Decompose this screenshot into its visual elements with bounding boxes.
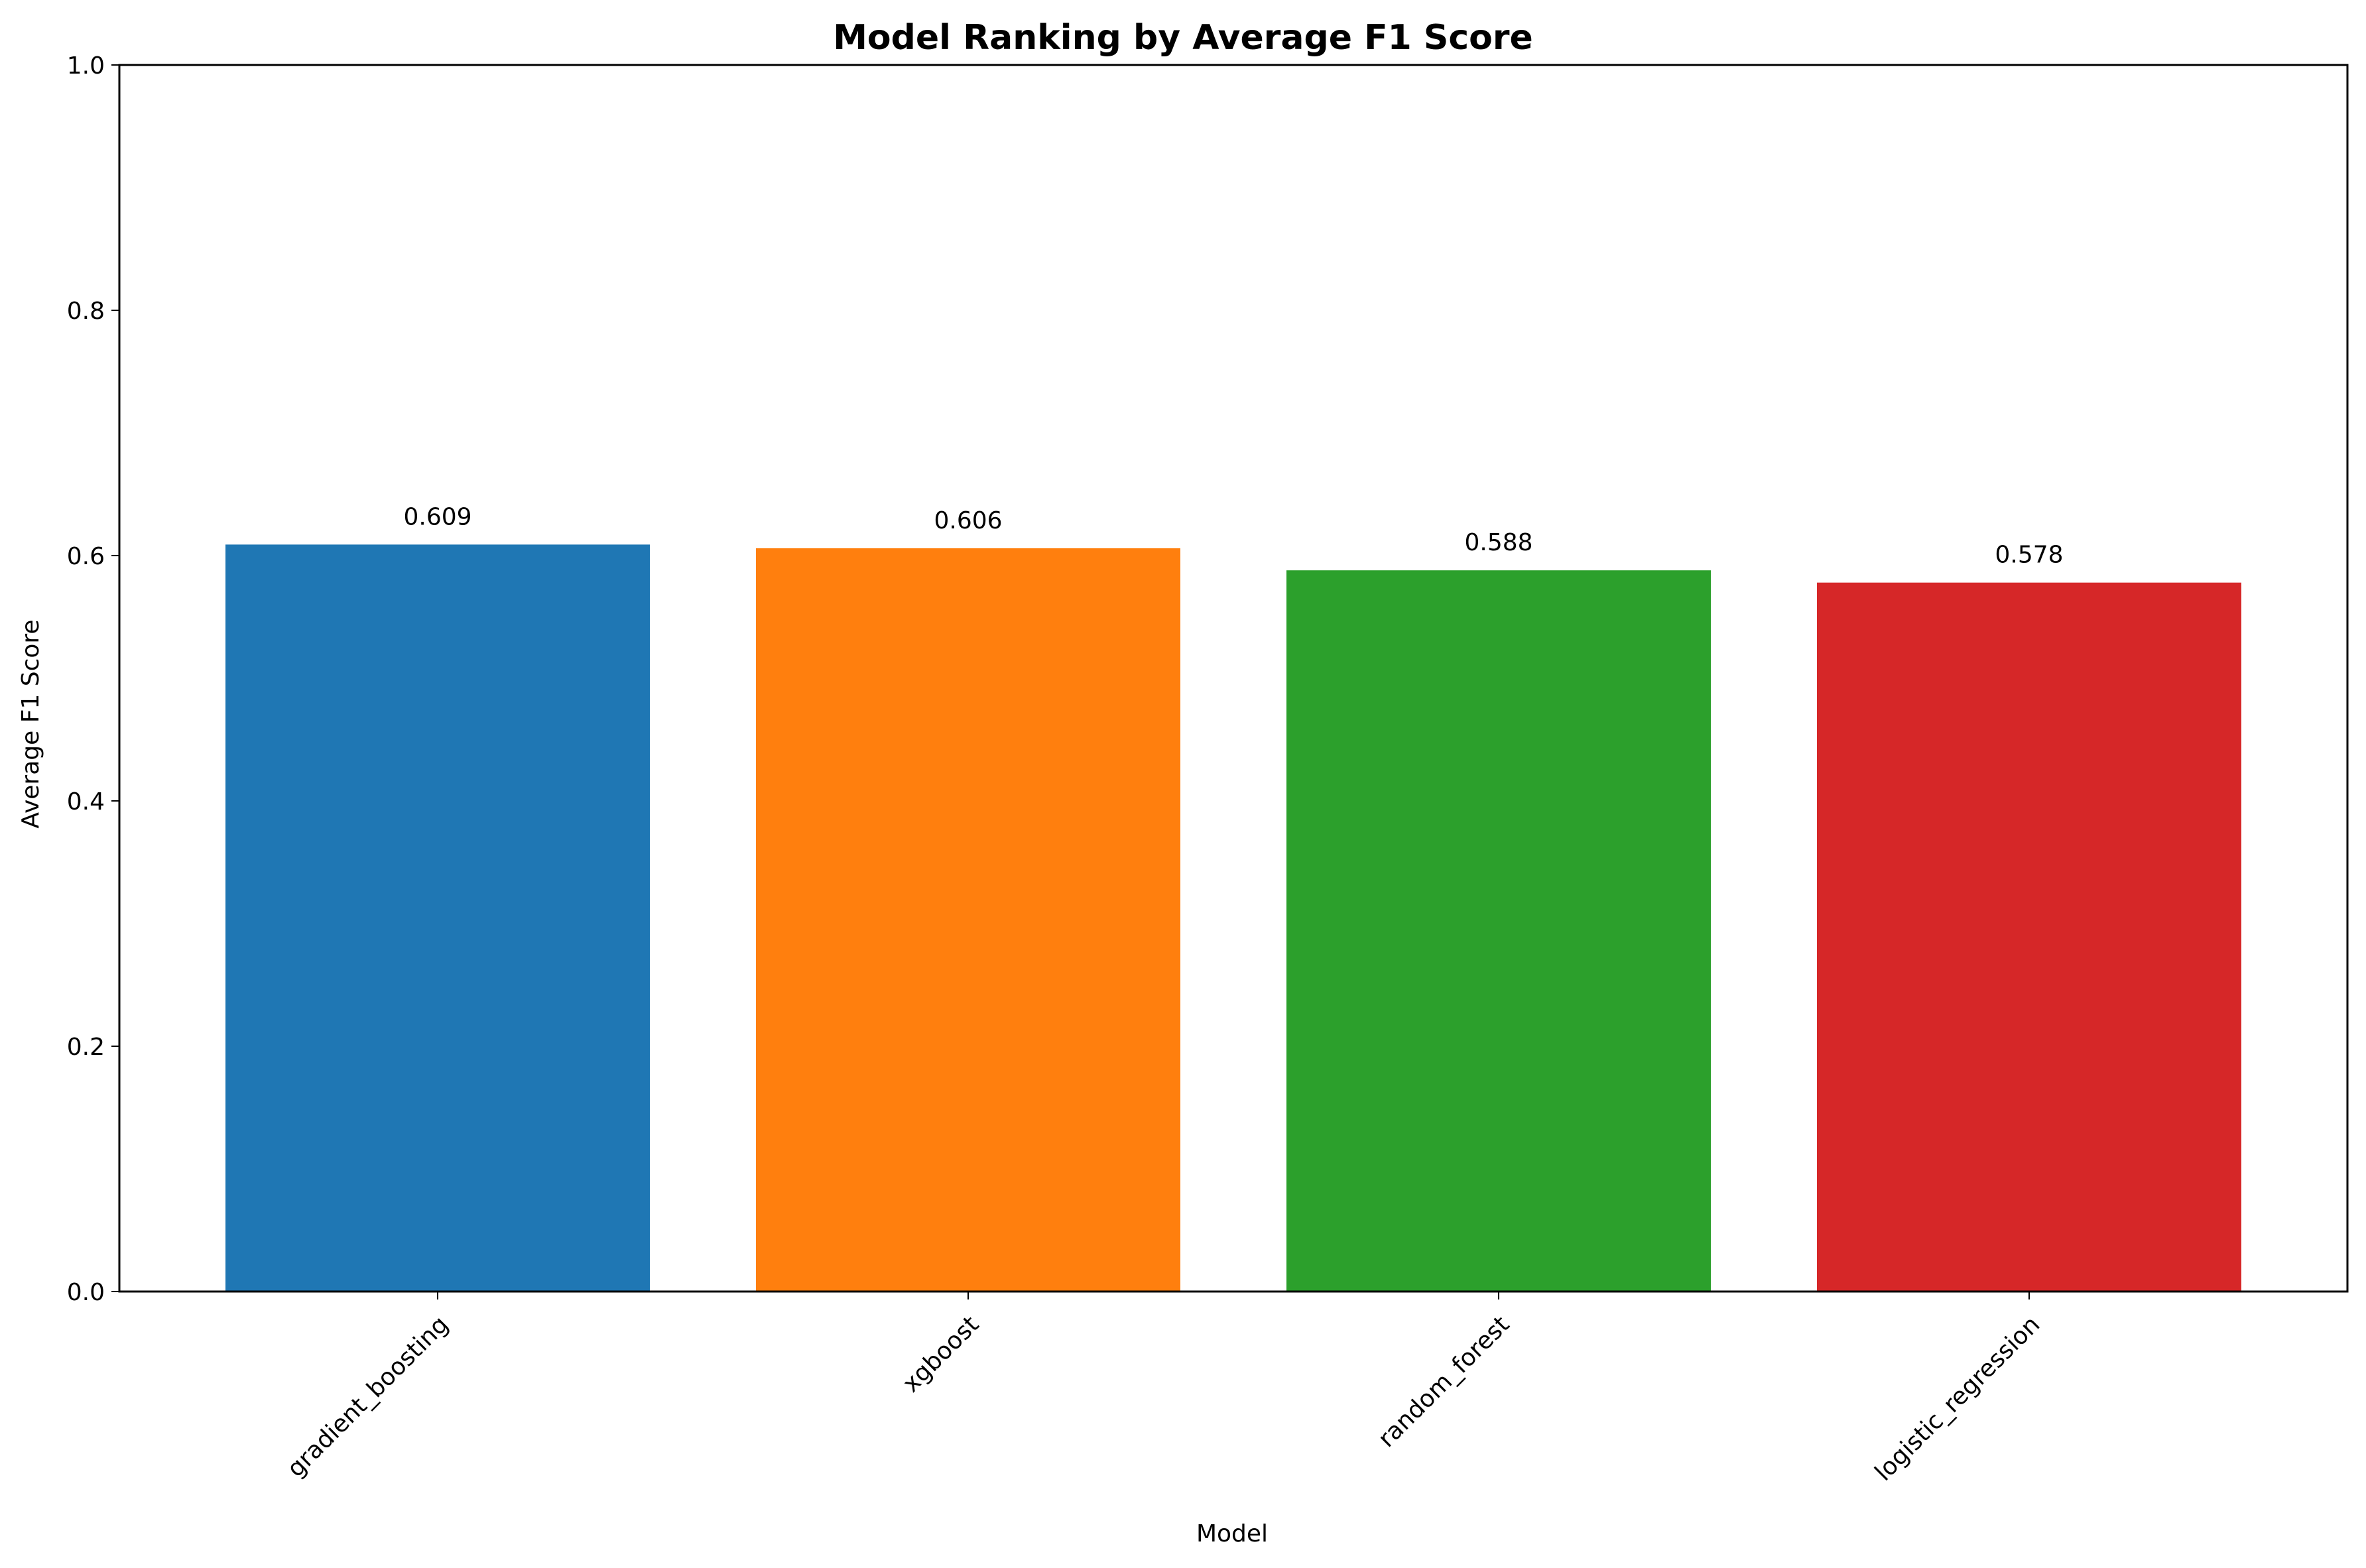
bar-gradient_boosting bbox=[225, 544, 650, 1292]
y-tick-label: 0.2 bbox=[67, 1034, 105, 1061]
y-tick-label: 0.0 bbox=[67, 1279, 105, 1306]
value-label-logistic_regression: 0.578 bbox=[1995, 542, 2063, 569]
plot-frame bbox=[118, 64, 2349, 1293]
bar-random_forest bbox=[1286, 570, 1711, 1292]
chart-title: Model Ranking by Average F1 Score bbox=[833, 18, 1533, 58]
bars-layer bbox=[225, 544, 2241, 1292]
value-labels-layer: 0.609 0.606 0.588 0.578 bbox=[403, 503, 2063, 568]
value-label-xgboost: 0.606 bbox=[934, 507, 1002, 534]
y-axis-label: Average F1 Score bbox=[17, 619, 44, 828]
y-tick-label: 0.8 bbox=[67, 298, 105, 325]
y-tick-label: 0.6 bbox=[67, 543, 105, 570]
y-tick-label: 1.0 bbox=[67, 52, 105, 80]
x-axis-label: Model bbox=[1196, 1520, 1268, 1547]
y-tick-label: 0.4 bbox=[67, 788, 105, 815]
value-label-random_forest: 0.588 bbox=[1464, 529, 1532, 556]
y-axis: 0.0 0.2 0.4 0.6 0.8 1.0 bbox=[67, 52, 119, 1306]
value-label-gradient_boosting: 0.609 bbox=[403, 503, 471, 530]
bar-xgboost bbox=[756, 548, 1180, 1292]
bar-logistic_regression bbox=[1817, 582, 2241, 1292]
